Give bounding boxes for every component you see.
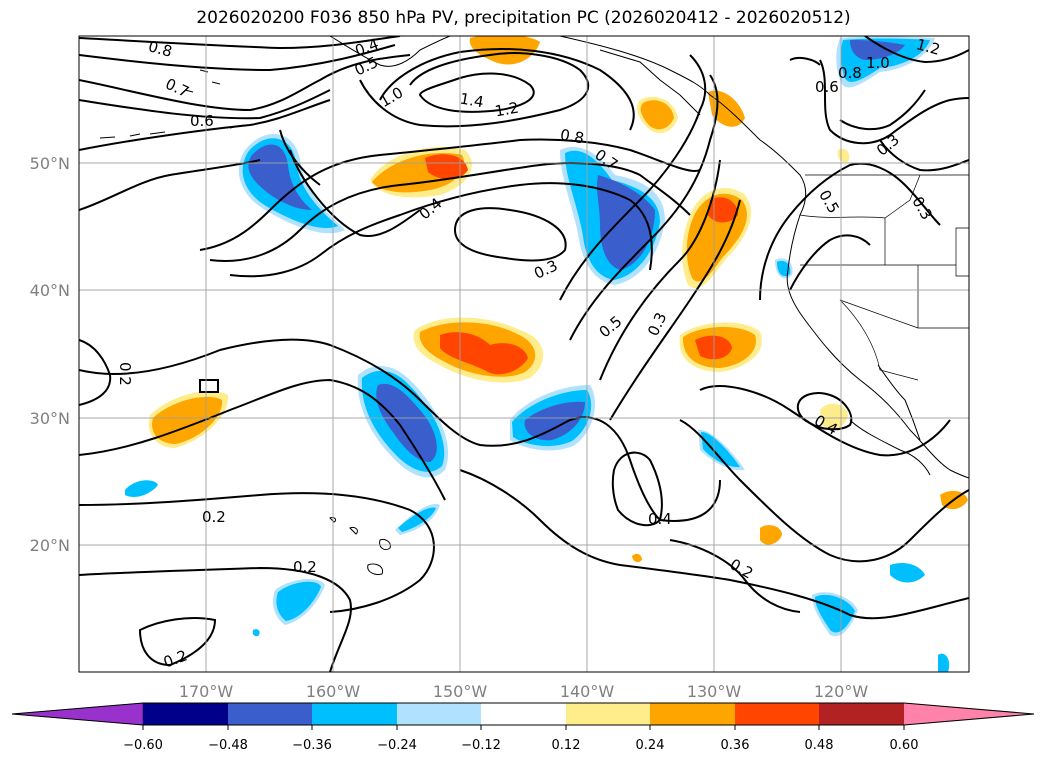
- contour-label: 0.2: [116, 362, 134, 386]
- colorbar-segment: [143, 703, 228, 725]
- map-frame: [78, 35, 970, 673]
- contour-box: [199, 379, 219, 393]
- colorbar-tick-label: 0.48: [805, 738, 834, 753]
- colorbar-tick-label: −0.36: [292, 738, 332, 753]
- contour-label: 0.8: [838, 64, 862, 82]
- colorbar-segment: [228, 703, 312, 725]
- longitude-labels: 170°W 160°W 150°W 140°W 130°W 120°W: [179, 682, 869, 701]
- colorbar-tick-label: 0.24: [636, 738, 665, 753]
- contour-label: 1.2: [914, 35, 942, 59]
- colorbar-tick-label: 0.12: [552, 738, 581, 753]
- latitude-labels: 50°N 40°N 30°N 20°N: [30, 154, 70, 555]
- lat-label: 40°N: [30, 281, 70, 300]
- coastlines: [99, 36, 969, 575]
- colorbar-tick-label: 0.36: [721, 738, 750, 753]
- contour-label: 1.2: [493, 99, 520, 121]
- colorbar: −0.60 −0.48 −0.36 −0.24 −0.12 0.12 0.24 …: [11, 702, 1035, 753]
- lon-label: 160°W: [306, 682, 361, 701]
- contour-label: 0.2: [293, 558, 317, 576]
- lat-label: 50°N: [30, 154, 70, 173]
- colorbar-segment: [735, 703, 819, 725]
- colorbar-segment: [11, 702, 144, 726]
- pv-contours: [79, 36, 969, 672]
- colorbar-tick-label: −0.12: [461, 738, 501, 753]
- lat-label: 20°N: [30, 536, 70, 555]
- contour-label: 0.8: [559, 126, 586, 148]
- colorbar-segment: [904, 703, 1034, 725]
- colorbar-segment: [566, 703, 650, 725]
- lon-label: 150°W: [433, 682, 488, 701]
- positive-anomaly-shading: [148, 36, 968, 563]
- colorbar-tick-label: −0.24: [377, 738, 417, 753]
- colorbar-tick-label: −0.48: [208, 738, 248, 753]
- contour-label: 1.4: [458, 90, 485, 112]
- lon-label: 140°W: [560, 682, 615, 701]
- contour-label: 0.6: [190, 112, 214, 130]
- contour-label: 0.4: [648, 510, 672, 528]
- colorbar-segment: [312, 703, 397, 725]
- contour-label: 0.2: [202, 508, 226, 526]
- contour-label: 0.8: [146, 37, 174, 61]
- colorbar-segment: [397, 703, 481, 725]
- contour-label: 1.0: [866, 54, 890, 72]
- lon-label: 170°W: [179, 682, 234, 701]
- lat-label: 30°N: [30, 409, 70, 428]
- political-borders: [799, 174, 969, 381]
- graticule: [79, 36, 969, 672]
- contour-label: 0.6: [815, 78, 839, 96]
- colorbar-tick-label: 0.60: [890, 738, 919, 753]
- colorbar-segment: [819, 703, 904, 725]
- map-title: 2026020200 F036 850 hPa PV, precipitatio…: [196, 8, 851, 28]
- lon-label: 120°W: [814, 682, 869, 701]
- colorbar-segment: [650, 703, 735, 725]
- colorbar-tick-label: −0.60: [123, 738, 163, 753]
- lon-label: 130°W: [687, 682, 742, 701]
- colorbar-segment: [481, 703, 566, 725]
